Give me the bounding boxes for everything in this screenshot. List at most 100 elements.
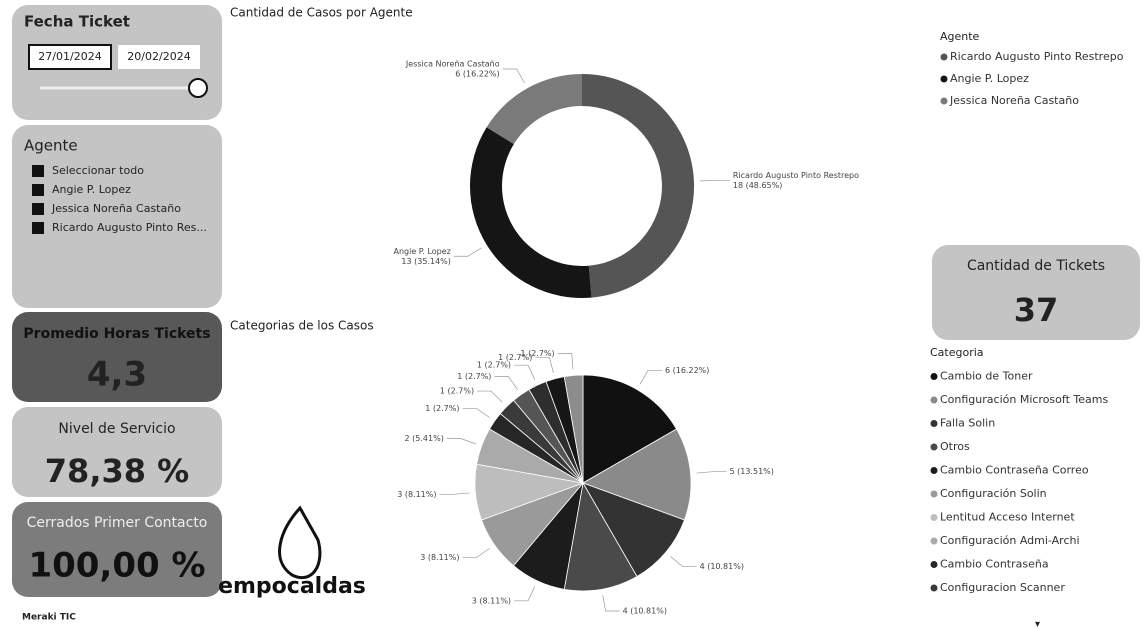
data-label-name: Jessica Noreña Castaño	[405, 60, 500, 69]
leader-line	[462, 548, 490, 558]
slicer-item: Jessica Noreña Castaño	[51, 202, 181, 215]
end-box[interactable]	[118, 45, 200, 69]
checkbox[interactable]	[32, 203, 44, 215]
leader-line	[557, 353, 574, 370]
legend-entry: Jessica Noreña Castaño	[949, 94, 1079, 107]
start-date: 27/01/2024	[38, 50, 101, 63]
legend-entry: Falla Solin	[940, 417, 995, 430]
slicer-item: Ricardo Augusto Pinto Res...	[52, 221, 207, 234]
legend-entry: Configuración Microsoft Teams	[940, 393, 1108, 406]
slider-handle[interactable]	[188, 78, 208, 98]
legend-entry: Configuracion Scanner	[940, 581, 1065, 594]
legend-swatch	[940, 53, 948, 61]
legend-swatch	[930, 467, 938, 474]
card-bg	[932, 245, 1140, 340]
legend-swatch	[930, 537, 938, 545]
scroll-indicator[interactable]: ▾	[1035, 619, 1040, 629]
data-label: 1 (2.7%)	[440, 387, 474, 396]
slicer-item: Angie P. Lopez	[52, 183, 131, 196]
date-card	[12, 5, 222, 120]
card-bg	[12, 312, 222, 402]
leader-line	[602, 595, 620, 612]
data-label: 6 (16.22%)	[665, 366, 709, 375]
data-label: 3 (8.11%)	[472, 596, 511, 605]
pie-slice	[582, 482, 686, 578]
data-label: 1 (2.7%)	[425, 404, 459, 413]
date-title: Fecha Ticket	[24, 13, 130, 31]
legend-entry: Lentitud Acceso Internet	[940, 511, 1075, 524]
data-label: 18 (48.65%)	[733, 181, 782, 190]
chart-title: Categorias de los Casos	[230, 319, 374, 333]
company-logo: empocaldas	[218, 574, 366, 599]
legend-entry: Configuración Admi-Archi	[940, 534, 1080, 547]
pie-slice	[582, 428, 692, 521]
legend-swatch	[930, 443, 938, 451]
logo-drop	[278, 505, 322, 579]
leader-line	[514, 364, 536, 380]
data-label-name: Ricardo Augusto Pinto Restrepo	[733, 171, 859, 180]
data-label: 13 (35.14%)	[401, 257, 450, 266]
data-label: 3 (8.11%)	[397, 490, 436, 499]
donut-slice	[582, 73, 695, 298]
end-date: 20/02/2024	[127, 50, 190, 63]
donut-slice	[486, 74, 582, 145]
leader-line	[477, 390, 503, 403]
data-label: 1 (2.7%)	[498, 353, 532, 362]
legend-swatch	[930, 584, 938, 592]
legend-swatch	[940, 97, 948, 105]
chart-title: Cantidad de Casos por Agente	[230, 6, 413, 20]
data-label: 1 (2.7%)	[457, 372, 491, 381]
data-label: 4 (10.81%)	[623, 607, 667, 616]
card-value: 100,00 %	[28, 546, 205, 586]
agent-slicer	[12, 125, 222, 308]
checkbox[interactable]	[32, 165, 44, 177]
legend-entry: Angie P. Lopez	[950, 72, 1029, 85]
legend-entry: Cambio Contraseña Correo	[940, 464, 1089, 477]
legend-swatch	[930, 561, 938, 568]
leader-line	[514, 586, 536, 602]
legend-entry: Cambio de Toner	[940, 370, 1033, 383]
data-label: 5 (13.51%)	[730, 467, 774, 476]
data-label: 1 (2.7%)	[520, 349, 554, 358]
leader-line	[446, 438, 476, 445]
slicer-item: Seleccionar todo	[52, 164, 144, 177]
legend-swatch	[930, 373, 938, 380]
legend-entry: Cambio Contraseña	[940, 558, 1049, 571]
slicer-items: Seleccionar todo Angie P. Lopez Jessica No…	[32, 164, 207, 234]
legend-entry: Otros	[940, 440, 970, 453]
legend-entry: Ricardo Augusto Pinto Restrepo	[950, 50, 1124, 63]
pie-slice	[563, 481, 638, 592]
card-value: 78,38 %	[45, 452, 189, 490]
start-box[interactable]	[28, 44, 112, 70]
vendor-logo: Meraki TIC	[22, 613, 76, 623]
data-label-name: Angie P. Lopez	[394, 247, 451, 256]
leader-line	[439, 492, 470, 495]
leader-line	[699, 179, 730, 182]
legend-swatch	[930, 514, 938, 521]
card-title: Cerrados Primer Contacto	[27, 515, 208, 531]
card-bg	[12, 407, 222, 497]
card-title: Cantidad de Tickets	[967, 258, 1105, 274]
legend-swatch	[930, 396, 938, 404]
card-bg	[12, 502, 222, 597]
donut-slice	[470, 127, 592, 299]
leader-line	[639, 370, 662, 385]
leader-line	[494, 376, 518, 390]
legend-swatch	[930, 420, 938, 427]
data-label: 2 (5.41%)	[405, 434, 444, 443]
card-value: 37	[1014, 291, 1059, 329]
pie-slice	[563, 374, 584, 484]
leader-line	[535, 357, 554, 373]
checkbox[interactable]	[32, 222, 44, 234]
data-label: 3 (8.11%)	[420, 553, 459, 562]
card-title: Promedio Horas Tickets	[23, 326, 210, 342]
legend-title: Categoria	[930, 346, 984, 359]
leader-line	[462, 408, 490, 418]
data-label: 6 (16.22%)	[455, 70, 499, 79]
checkbox[interactable]	[32, 184, 44, 196]
leader-line	[453, 247, 482, 257]
leader-line	[670, 556, 697, 567]
leader-line	[696, 471, 727, 474]
leader-line	[502, 68, 525, 84]
